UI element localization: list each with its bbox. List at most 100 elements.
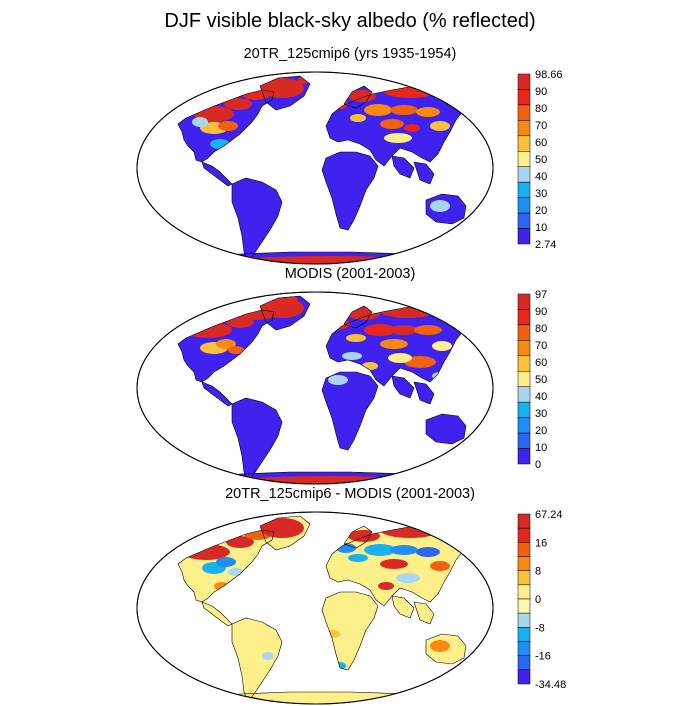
coastline-africa (321, 371, 379, 451)
coastline-scandinavia (343, 525, 373, 549)
continent-australia (426, 414, 466, 444)
colorbar-segment (517, 340, 531, 357)
colorbar-segment (517, 355, 531, 372)
albedo-patch (218, 121, 238, 131)
albedo-patch (228, 346, 244, 354)
colorbar-segment (517, 448, 531, 465)
figure-title: DJF visible black-sky albedo (% reflecte… (164, 10, 536, 32)
albedo-patch (346, 334, 366, 342)
coastline-south-america (231, 617, 283, 703)
colorbar-segment (517, 584, 531, 600)
colorbar-segment (517, 570, 531, 586)
colorbar-label: 50 (535, 374, 547, 386)
coastline-south-america (231, 177, 283, 263)
albedo-patch (348, 90, 376, 102)
colorbar-label: 20 (535, 425, 547, 437)
coastline-europe-asia (325, 303, 479, 387)
colorbar-label: -8 (535, 622, 545, 634)
colorbar-label: 10 (535, 222, 547, 234)
albedo-patch (400, 475, 440, 484)
albedo-patch (328, 375, 348, 385)
coastline-south-america (231, 397, 283, 483)
continent-africa (322, 152, 378, 230)
albedo-patch (416, 107, 440, 117)
albedo-patch (430, 200, 450, 212)
coastline-scandinavia (343, 305, 373, 329)
panel-2-title: MODIS (2001-2003) (284, 266, 416, 282)
albedo-patch (390, 545, 418, 555)
colorbar-segment (517, 166, 531, 183)
coastline-north-america (177, 89, 275, 163)
continent-central-america (202, 602, 232, 626)
coastline-australia (425, 413, 467, 445)
albedo-patch (380, 559, 408, 569)
albedo-patch (260, 518, 304, 538)
colorbar-segment (517, 309, 531, 326)
colorbar-segment (517, 655, 531, 671)
colorbar-label: 67.24 (535, 509, 563, 521)
panel-3-title: 20TR_125cmip6 - MODIS (2001-2003) (225, 486, 475, 502)
colorbar-label: 70 (535, 340, 547, 352)
albedo-patch (342, 352, 362, 360)
coastline-north-america (177, 529, 275, 603)
colorbar-segment (517, 89, 531, 106)
colorbar-segment (517, 120, 531, 137)
albedo-patch (432, 341, 452, 351)
continent-central-america (202, 382, 232, 406)
albedo-patch (286, 296, 298, 304)
colorbar-label: 10 (535, 442, 547, 454)
coastline-europe-asia (325, 523, 479, 607)
globe-frame (136, 291, 494, 485)
albedo-patch (436, 308, 468, 320)
coastline-australia (425, 193, 467, 225)
colorbar-segment (517, 73, 531, 90)
albedo-patch (396, 573, 420, 583)
coastline-greenland (259, 515, 311, 551)
map-panel-2: 97 90 80 70 60 50 40 30 20 10 0 (136, 289, 547, 485)
coastline-australia (425, 633, 467, 665)
continent-south-america (232, 618, 282, 702)
colorbar-label: 0 (535, 459, 541, 471)
colorbar-label: 70 (535, 120, 547, 132)
albedo-patch (430, 640, 450, 652)
colorbar-segment (517, 669, 531, 685)
coastline-africa (321, 151, 379, 231)
continent-africa (322, 592, 378, 670)
albedo-patch (348, 554, 368, 562)
colorbar-label: 90 (535, 86, 547, 98)
colorbar-label: 60 (535, 137, 547, 149)
colorbar-label: 8 (535, 566, 541, 578)
coastline-greenland (259, 295, 311, 331)
albedo-patch (436, 528, 468, 540)
colorbar-label: 97 (535, 289, 547, 301)
colorbar-segment (517, 212, 531, 229)
albedo-patch (384, 133, 412, 143)
albedo-patch (262, 652, 274, 660)
colorbar-label: 30 (535, 408, 547, 420)
albedo-patch (216, 557, 236, 567)
albedo-patch (364, 324, 396, 336)
coastline-central-america (201, 381, 233, 407)
colorbar-label: 40 (535, 391, 547, 403)
albedo-patch (430, 561, 450, 571)
colorbar-segment (517, 598, 531, 614)
colorbar-label: 30 (535, 188, 547, 200)
colorbar-label: 0 (535, 594, 541, 606)
continent-south-america (232, 398, 282, 482)
colorbar-segment (517, 293, 531, 310)
colorbar-segment (517, 135, 531, 152)
colorbar-label: 80 (535, 323, 547, 335)
albedo-patch (378, 582, 394, 590)
albedo-patch (416, 547, 440, 557)
albedo-patch (388, 353, 412, 363)
coastline-north-america (177, 309, 275, 383)
colorbar-segment (517, 527, 531, 543)
albedo-patch (200, 255, 260, 264)
coastline-india-se-asia (391, 375, 435, 405)
albedo-patch (260, 78, 304, 98)
colorbar-label: -16 (535, 651, 551, 663)
coastline-scandinavia (343, 85, 373, 109)
albedo-patch (200, 695, 260, 704)
albedo-patch (380, 119, 404, 129)
colorbar-segment (517, 612, 531, 628)
